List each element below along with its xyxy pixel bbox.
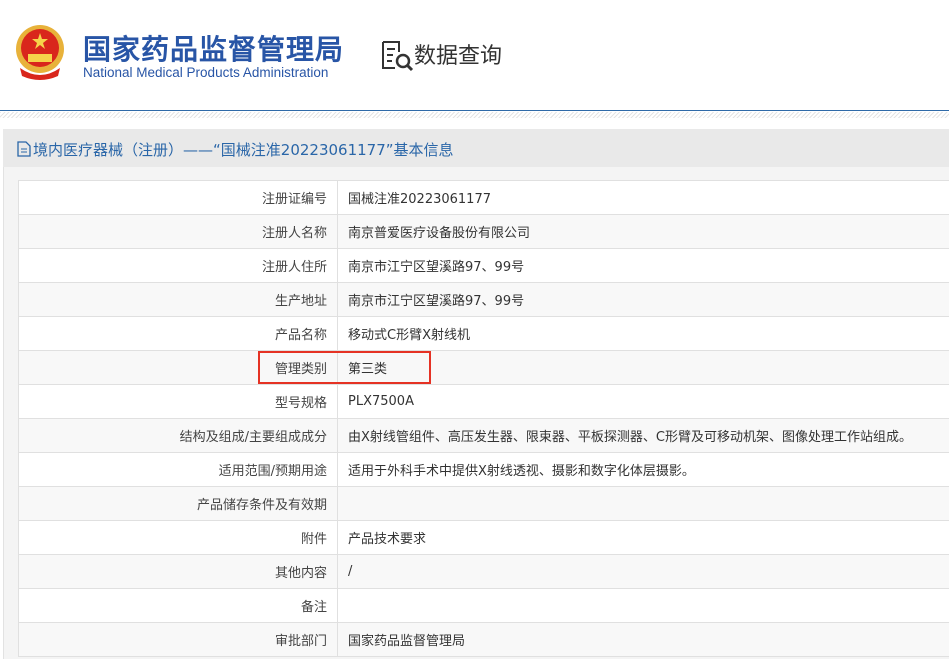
row-value: 国家药品监督管理局 xyxy=(338,623,949,657)
table-row: 附件产品技术要求 xyxy=(19,521,949,555)
table-row: 注册证编号国械注准20223061177 xyxy=(19,181,949,215)
row-value xyxy=(338,487,949,521)
document-icon xyxy=(17,141,31,157)
row-label: 型号规格 xyxy=(19,385,338,419)
row-label: 附件 xyxy=(19,521,338,555)
row-value: PLX7500A xyxy=(338,385,949,419)
row-label: 生产地址 xyxy=(19,283,338,317)
row-label: 注册人名称 xyxy=(19,215,338,249)
row-label: 审批部门 xyxy=(19,623,338,657)
row-value: / xyxy=(338,555,949,589)
table-row: 产品储存条件及有效期 xyxy=(19,487,949,521)
row-label: 适用范围/预期用途 xyxy=(19,453,338,487)
table-row: 产品名称移动式C形臂X射线机 xyxy=(19,317,949,351)
table-row: 生产地址南京市江宁区望溪路97、99号 xyxy=(19,283,949,317)
panel-title: 境内医疗器械（注册）——“国械注准20223061177”基本信息 xyxy=(33,139,454,160)
data-query-link[interactable]: 数据查询 xyxy=(414,38,502,70)
hatch-divider xyxy=(0,112,949,118)
header-divider xyxy=(0,110,949,111)
table-row: 管理类别第三类 xyxy=(19,351,949,385)
table-row: 结构及组成/主要组成成分由X射线管组件、高压发生器、限束器、平板探测器、C形臂及… xyxy=(19,419,949,453)
row-value: 南京市江宁区望溪路97、99号 xyxy=(338,283,949,317)
table-row: 其他内容/ xyxy=(19,555,949,589)
row-value: 产品技术要求 xyxy=(338,521,949,555)
row-label: 产品储存条件及有效期 xyxy=(19,487,338,521)
table-row: 适用范围/预期用途适用于外科手术中提供X射线透视、摄影和数字化体层摄影。 xyxy=(19,453,949,487)
row-label: 注册证编号 xyxy=(19,181,338,215)
row-value: 由X射线管组件、高压发生器、限束器、平板探测器、C形臂及可移动机架、图像处理工作… xyxy=(338,419,949,453)
row-label: 注册人住所 xyxy=(19,249,338,283)
row-label: 结构及组成/主要组成成分 xyxy=(19,419,338,453)
table-row: 审批部门国家药品监督管理局 xyxy=(19,623,949,657)
site-header: 国家药品监督管理局 National Medical Products Admi… xyxy=(0,0,949,111)
row-value: 移动式C形臂X射线机 xyxy=(338,317,949,351)
row-value: 国械注准20223061177 xyxy=(338,181,949,215)
org-name-en: National Medical Products Administration xyxy=(83,65,328,80)
table-row: 注册人住所南京市江宁区望溪路97、99号 xyxy=(19,249,949,283)
table-row: 注册人名称南京普爱医疗设备股份有限公司 xyxy=(19,215,949,249)
row-value xyxy=(338,589,949,623)
national-emblem-icon xyxy=(14,24,66,80)
row-value: 南京普爱医疗设备股份有限公司 xyxy=(338,215,949,249)
row-label: 备注 xyxy=(19,589,338,623)
row-label: 产品名称 xyxy=(19,317,338,351)
row-label: 其他内容 xyxy=(19,555,338,589)
row-value: 适用于外科手术中提供X射线透视、摄影和数字化体层摄影。 xyxy=(338,453,949,487)
row-value: 南京市江宁区望溪路97、99号 xyxy=(338,249,949,283)
highlight-box xyxy=(258,351,431,384)
org-name-cn: 国家药品监督管理局 xyxy=(83,28,344,68)
document-search-icon[interactable] xyxy=(381,40,415,72)
table-row: 备注 xyxy=(19,589,949,623)
